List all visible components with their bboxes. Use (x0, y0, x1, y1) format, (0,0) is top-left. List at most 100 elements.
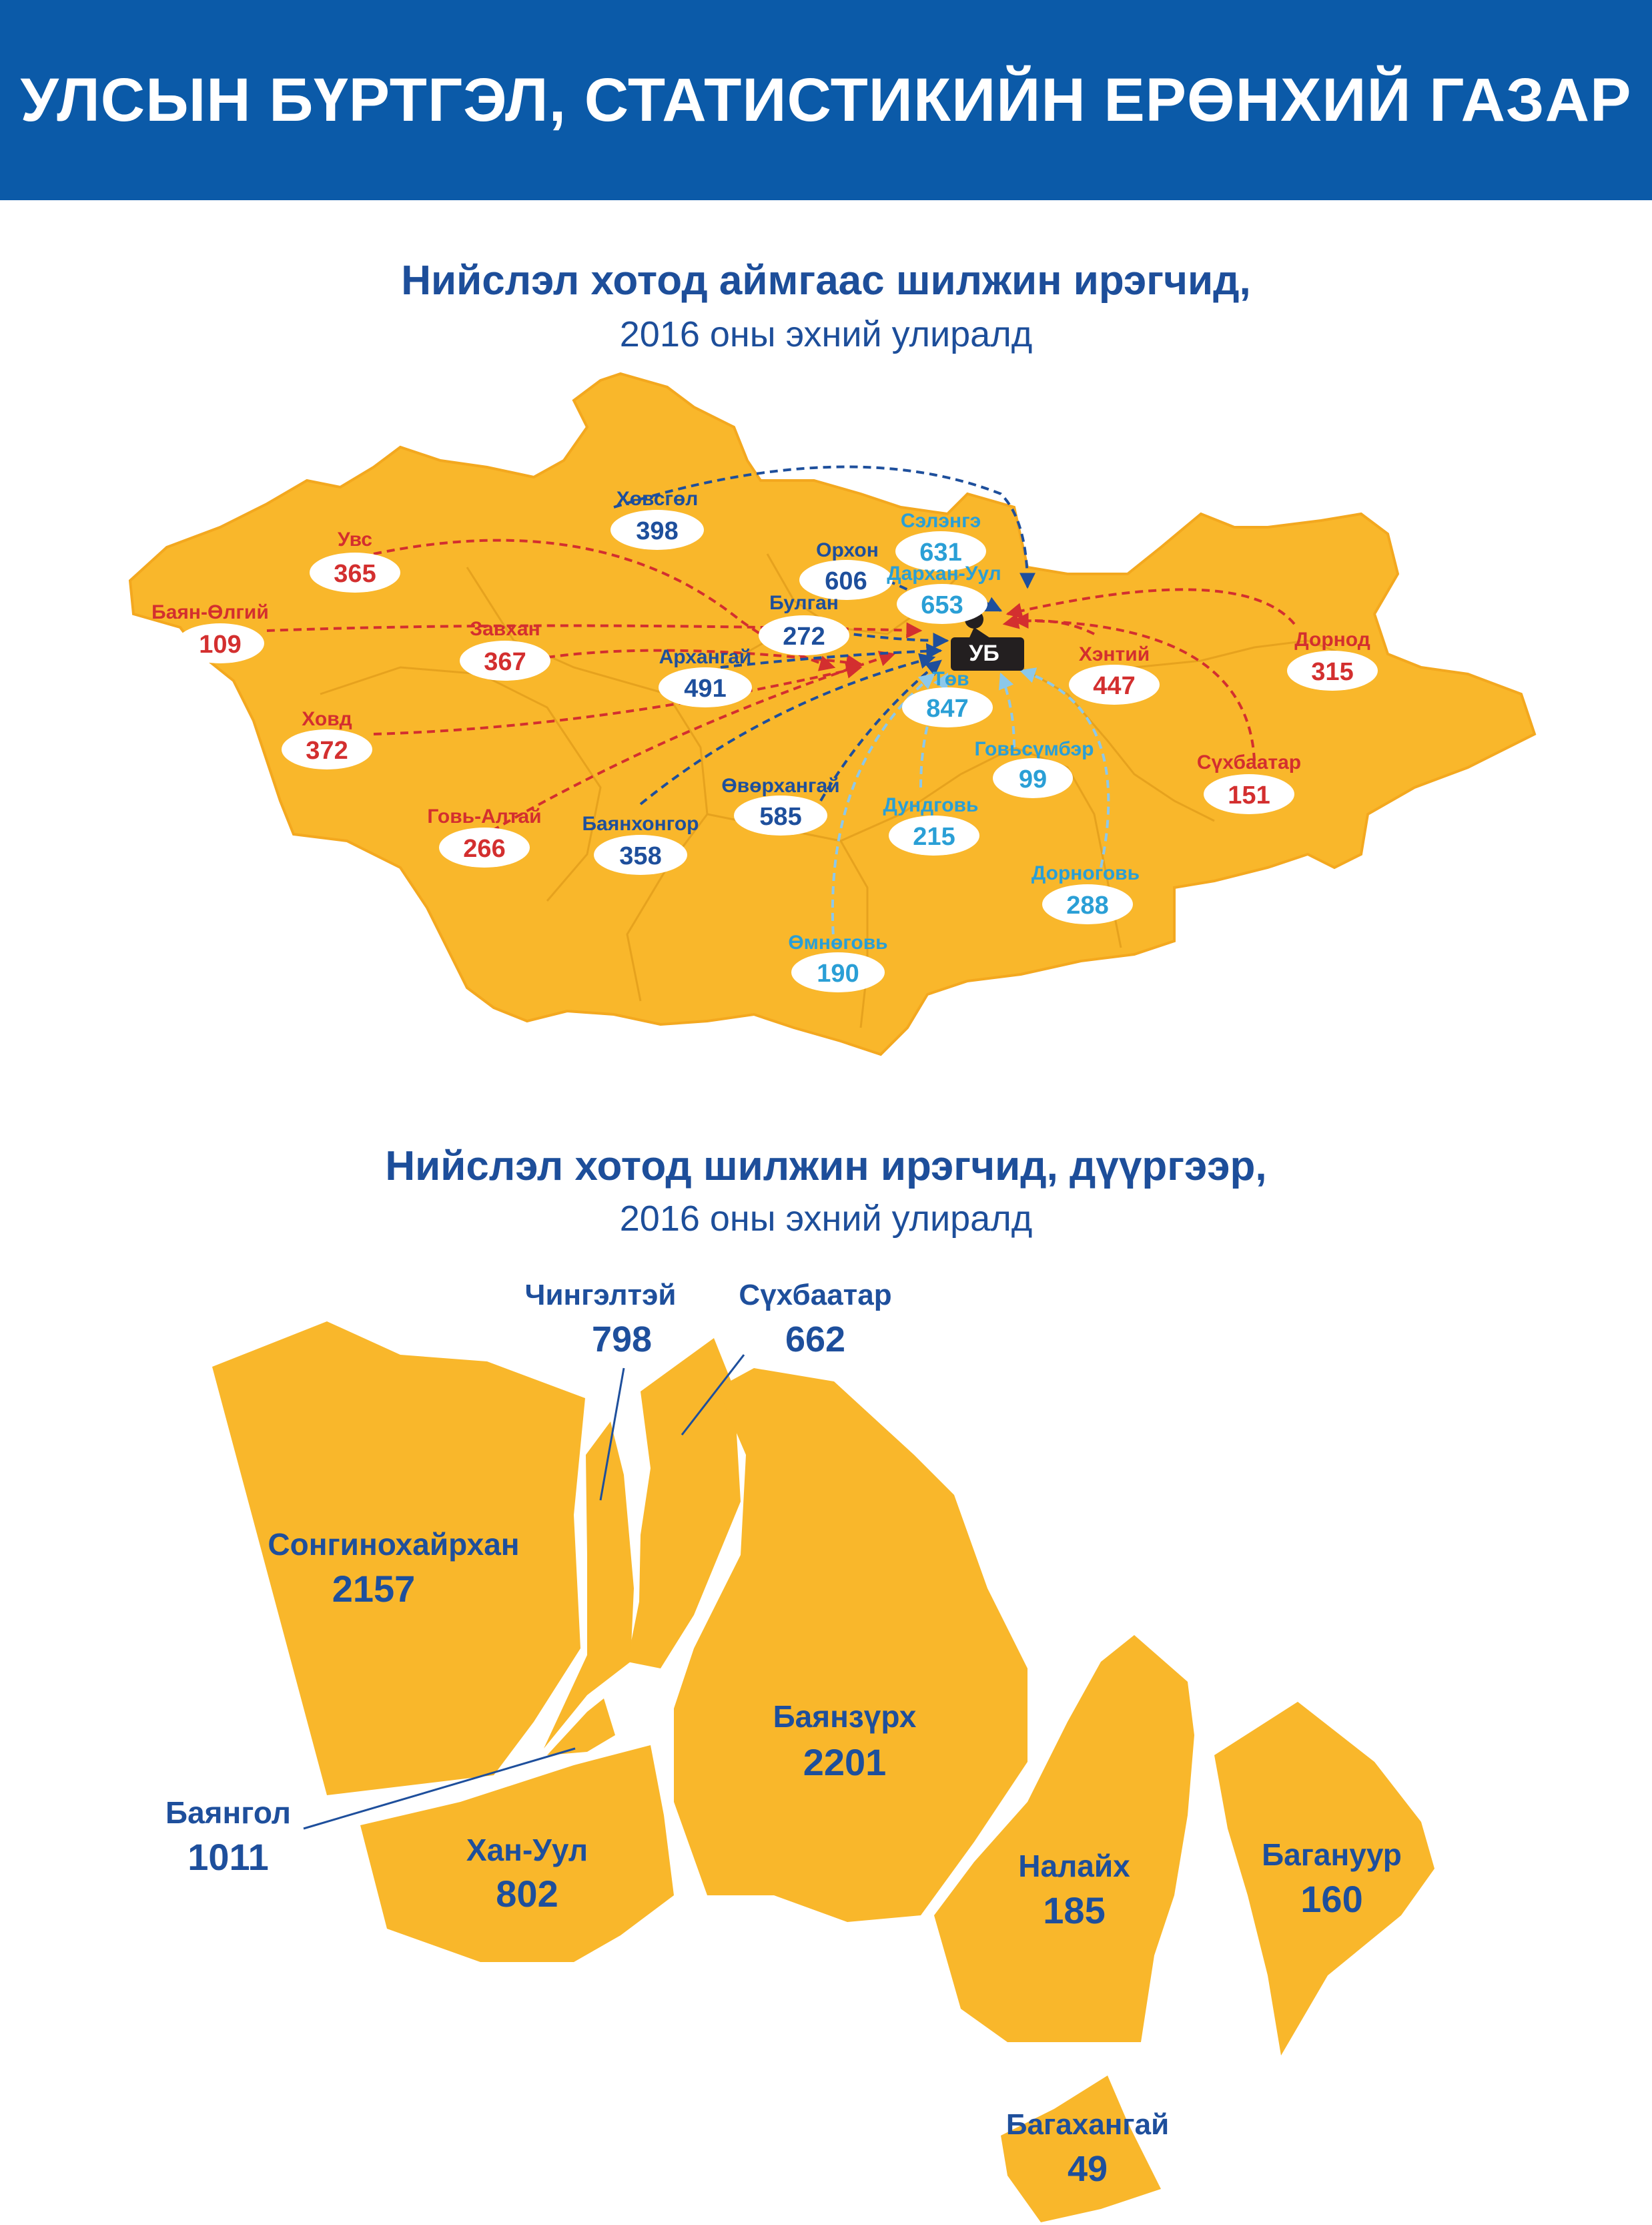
district-bayanzurkh (674, 1368, 1027, 1922)
svg-text:372: 372 (306, 737, 348, 765)
svg-text:Хөвсгөл: Хөвсгөл (616, 488, 699, 510)
district-label-bagakhangai: Багахангай (1006, 2108, 1169, 2141)
district-value-songinokhairkhan: 2157 (332, 1568, 416, 1610)
district-label-nalaikh: Налайх (1018, 1849, 1130, 1883)
svg-text:109: 109 (199, 631, 241, 659)
district-baganuur (1214, 1702, 1434, 2055)
district-nalaikh (934, 1635, 1194, 2042)
district-label-sukhbaatar: Сүхбаатар (739, 1279, 891, 1311)
district-value-sukhbaatar: 662 (785, 1319, 845, 1359)
map1-title: Нийслэл хотод аймгаас шилжин ирэгчид, (401, 258, 1251, 304)
province-dundgovi: Дундговь 215 (883, 794, 979, 856)
district-sukhbaatar (627, 1338, 741, 1668)
svg-text:288: 288 (1066, 892, 1108, 920)
svg-text:Баян-Өлгий: Баян-Өлгий (151, 601, 269, 623)
svg-text:Баянхонгор: Баянхонгор (582, 813, 699, 835)
district-value-nalaikh: 185 (1043, 1889, 1105, 1931)
province-darkhan-uul: Дархан-Уул 653 (887, 563, 1001, 624)
svg-text:491: 491 (684, 675, 726, 703)
province-zavkhan: Завхан 367 (460, 618, 550, 681)
svg-text:358: 358 (619, 842, 661, 870)
district-label-baganuur: Багануур (1262, 1837, 1402, 1872)
mongolia-map (128, 372, 1537, 1056)
district-label-bayanzurkh: Баянзүрх (773, 1699, 917, 1734)
province-sukhbaatar: Сүхбаатар 151 (1197, 751, 1301, 814)
svg-text:Дундговь: Дундговь (883, 794, 979, 816)
svg-text:Хэнтий: Хэнтий (1079, 643, 1150, 665)
migration-arrows-lightblue (831, 667, 1110, 948)
district-songinokhairkhan (212, 1321, 585, 1795)
province-tuv: Төв 847 (902, 668, 993, 727)
district-bayangol (547, 1698, 615, 1755)
agency-title: УЛСЫН БҮРТГЭЛ, СТАТИСТИКИЙН ЕРӨНХИЙ ГАЗА… (20, 65, 1632, 134)
svg-text:Говьсүмбэр: Говьсүмбэр (975, 738, 1094, 760)
district-khan-uul (360, 1745, 674, 1962)
province-uvurkhangai: Өвөрхангай 585 (721, 775, 840, 836)
svg-text:847: 847 (926, 695, 968, 723)
district-label-bayangol: Баянгол (165, 1795, 291, 1830)
province-labels: Увс 365 Баян-Өлгий 109 Завхан 367 Ховд 3… (151, 488, 1378, 992)
svg-text:Өмнөговь: Өмнөговь (788, 932, 887, 954)
svg-text:215: 215 (913, 823, 955, 851)
district-label-khan-uul: Хан-Уул (466, 1833, 588, 1867)
svg-text:Булган: Булган (769, 592, 839, 614)
province-dornogovi: Дорноговь 288 (1031, 862, 1140, 924)
province-dornod: Дорнод 315 (1287, 629, 1378, 691)
district-value-bayangol: 1011 (187, 1836, 269, 1878)
svg-text:398: 398 (636, 517, 678, 545)
svg-text:447: 447 (1093, 672, 1135, 700)
province-khentii: Хэнтий 447 (1069, 643, 1160, 705)
province-uvs: Увс 365 (310, 529, 400, 593)
map1-subtitle: 2016 оны эхний улиралд (619, 314, 1033, 354)
province-orkhon: Орхон 606 (799, 539, 893, 600)
svg-text:Говь-Алтай: Говь-Алтай (427, 806, 541, 828)
svg-text:Дархан-Уул: Дархан-Уул (887, 563, 1001, 585)
svg-text:272: 272 (783, 623, 825, 651)
ub-hub: УБ (951, 610, 1024, 671)
province-govisumber: Говьсүмбэр 99 (975, 738, 1094, 798)
district-chingeltei (544, 1421, 634, 1749)
district-value-bayanzurkh: 2201 (803, 1741, 887, 1783)
svg-text:585: 585 (759, 803, 801, 831)
svg-text:315: 315 (1311, 658, 1353, 686)
svg-text:631: 631 (919, 539, 961, 567)
district-labels: Сонгинохайрхан 2157 Чингэлтэй 798 Сүхбаа… (165, 1279, 1402, 2189)
map2-title: Нийслэл хотод шилжин ирэгчид, дүүргээр, (385, 1143, 1267, 1189)
district-value-baganuur: 160 (1300, 1878, 1362, 1920)
svg-text:Дорноговь: Дорноговь (1031, 862, 1140, 884)
province-khovd: Ховд 372 (282, 708, 372, 769)
svg-text:Увс: Увс (338, 529, 372, 551)
svg-text:Архангай: Архангай (659, 646, 752, 668)
province-govi-altai: Говь-Алтай 266 (427, 806, 542, 868)
province-khuvsgul: Хөвсгөл 398 (610, 488, 704, 550)
svg-text:Сүхбаатар: Сүхбаатар (1197, 751, 1301, 773)
svg-text:190: 190 (817, 960, 859, 988)
district-value-khan-uul: 802 (496, 1873, 558, 1915)
svg-text:266: 266 (463, 835, 505, 863)
svg-text:99: 99 (1019, 765, 1047, 793)
svg-text:653: 653 (921, 591, 963, 619)
province-selenge: Сэлэнгэ 631 (895, 510, 986, 571)
district-label-songinokhairkhan: Сонгинохайрхан (268, 1527, 519, 1562)
province-bayan-olgii: Баян-Өлгий 109 (151, 601, 269, 663)
svg-text:Дорнод: Дорнод (1294, 629, 1370, 651)
province-bulgan: Булган 272 (759, 592, 849, 655)
district-map (212, 1321, 1434, 2222)
ub-label: УБ (969, 641, 999, 666)
svg-text:Завхан: Завхан (470, 618, 540, 640)
page-header: УЛСЫН БҮРТГЭЛ, СТАТИСТИКИЙН ЕРӨНХИЙ ГАЗА… (0, 0, 1652, 200)
svg-text:Орхон: Орхон (816, 539, 879, 561)
svg-text:367: 367 (484, 648, 526, 676)
svg-text:606: 606 (825, 567, 867, 595)
svg-text:Төв: Төв (932, 668, 969, 690)
district-leader-lines (303, 1354, 745, 1830)
svg-text:Сэлэнгэ: Сэлэнгэ (901, 510, 981, 532)
province-bayankhongor: Баянхонгор 358 (582, 813, 699, 875)
map2-subtitle: 2016 оны эхний улиралд (619, 1199, 1033, 1239)
district-value-bagakhangai: 49 (1068, 2149, 1108, 2189)
district-bagakhangai (1001, 2076, 1161, 2222)
province-umnugovi: Өмнөговь 190 (788, 932, 888, 992)
svg-text:151: 151 (1228, 781, 1270, 810)
district-label-chingeltei: Чингэлтэй (525, 1279, 677, 1311)
